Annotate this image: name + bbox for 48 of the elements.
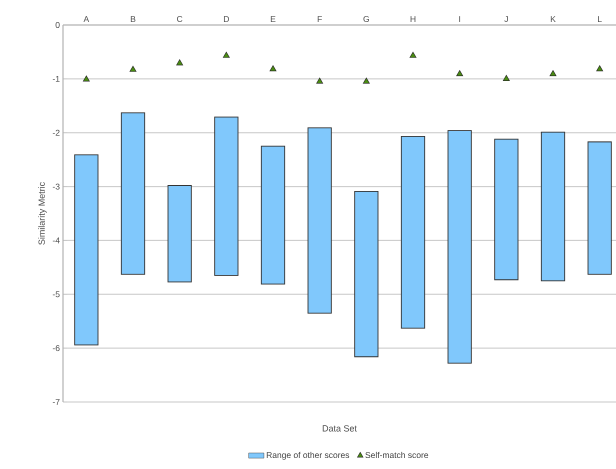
- y-tick-label: -4: [52, 238, 60, 244]
- bar: [354, 190, 378, 358]
- x-tick-label: K: [550, 16, 556, 22]
- point: [550, 70, 556, 76]
- bar: [74, 154, 98, 346]
- point: [410, 52, 416, 58]
- bar: [308, 127, 332, 314]
- point: [362, 78, 370, 84]
- legend-label: Range of other scores: [266, 452, 350, 460]
- bar: [214, 116, 238, 276]
- point: [176, 59, 184, 66]
- x-tick-label: I: [459, 16, 460, 22]
- point: [222, 52, 230, 58]
- x-tick-label: J: [504, 16, 508, 22]
- x-tick-label: L: [598, 16, 602, 22]
- x-axis-title: Data Set: [322, 425, 357, 432]
- y-tick-label: -5: [52, 291, 60, 298]
- bar: [168, 185, 192, 282]
- point: [502, 74, 510, 81]
- bar: [120, 112, 146, 275]
- y-tick-label: -3: [52, 184, 60, 190]
- point: [316, 78, 324, 84]
- y-tick-label: -7: [52, 399, 60, 405]
- x-tick-label: D: [224, 16, 229, 22]
- point: [82, 76, 90, 82]
- bar: [494, 138, 518, 280]
- x-tick-label: G: [363, 16, 369, 22]
- y-axis-title: Similarity Metric: [38, 182, 47, 245]
- y-tick-label: 0: [56, 22, 60, 28]
- point: [270, 65, 276, 72]
- bar: [260, 146, 286, 284]
- bar: [588, 141, 612, 275]
- y-tick-label: -6: [52, 345, 60, 352]
- point: [130, 66, 136, 72]
- x-tick-label: B: [130, 16, 136, 22]
- y-tick-label: -1: [52, 76, 60, 82]
- bar: [400, 136, 426, 329]
- bar: [448, 130, 472, 364]
- point: [596, 65, 604, 72]
- legend-label: Self-match score: [365, 452, 428, 458]
- y-tick-label: -2: [52, 130, 60, 136]
- x-tick-label: C: [177, 16, 182, 22]
- point: [456, 70, 464, 76]
- x-tick-label: H: [410, 16, 416, 22]
- x-tick-label: F: [318, 16, 322, 22]
- bar: [540, 132, 566, 282]
- x-tick-label: E: [270, 16, 276, 22]
- x-tick-label: A: [84, 16, 90, 22]
